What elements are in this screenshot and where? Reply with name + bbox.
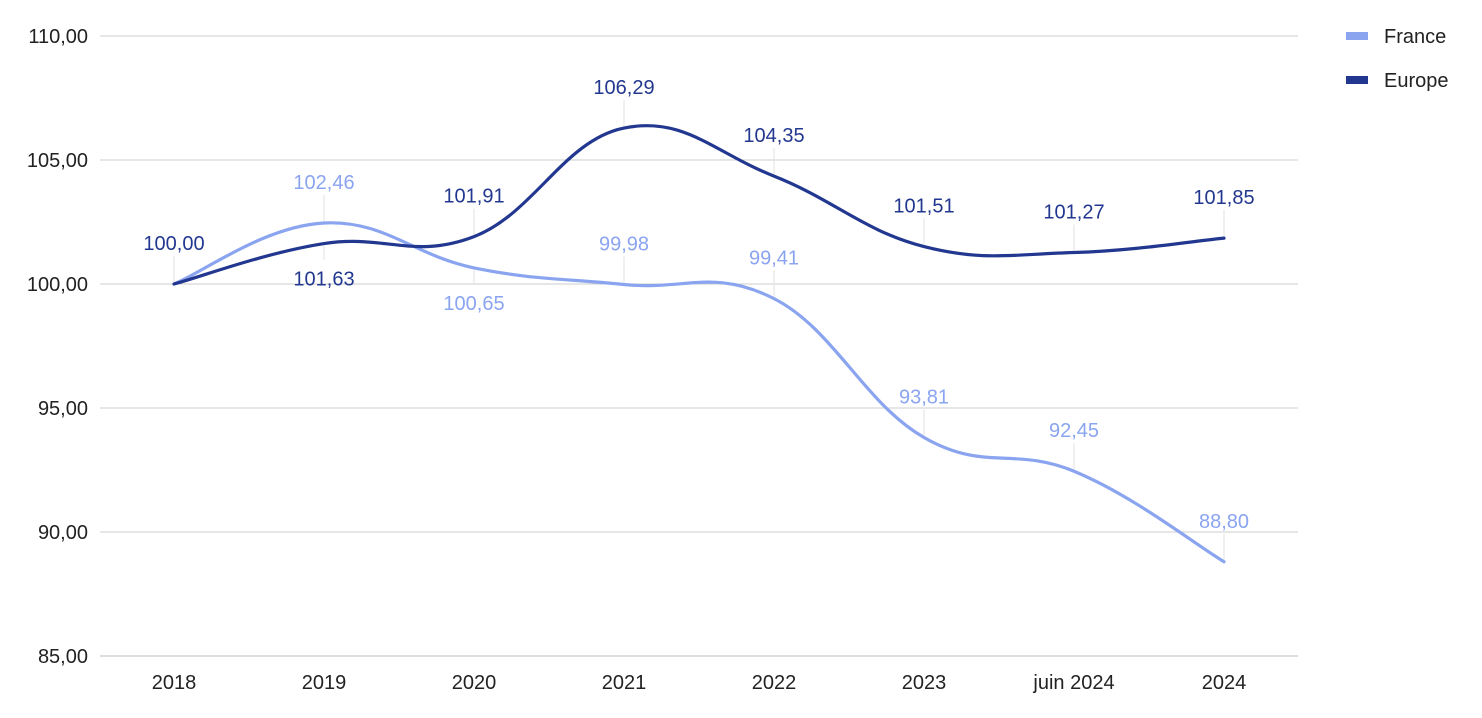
- y-tick-label: 110,00: [28, 26, 88, 48]
- legend-label-europe: Europe: [1384, 70, 1449, 92]
- data-label-europe: 100,00: [143, 233, 204, 255]
- legend-swatch-europe: [1346, 76, 1368, 84]
- y-tick-label: 105,00: [27, 150, 88, 172]
- x-tick-label: 2019: [302, 672, 347, 694]
- grid-layer: [100, 35, 1298, 657]
- x-tick-label: juin 2024: [1032, 672, 1114, 694]
- y-tick-label: 95,00: [38, 398, 88, 420]
- y-tick-label: 85,00: [38, 646, 88, 668]
- legend-swatch-france: [1346, 32, 1368, 40]
- x-tick-label: 2018: [152, 672, 197, 694]
- legend: France Europe: [1346, 26, 1449, 92]
- x-tick-label: 2023: [902, 672, 947, 694]
- data-label-europe: 101,27: [1043, 202, 1104, 224]
- y-tick-label: 100,00: [27, 274, 88, 296]
- x-tick-label: 2022: [752, 672, 797, 694]
- x-tick-label: 2020: [452, 672, 497, 694]
- data-label-europe: 101,51: [893, 196, 954, 218]
- data-label-france: 93,81: [899, 387, 949, 409]
- x-tick-label: 2021: [602, 672, 647, 694]
- series-lines: [172, 124, 1226, 564]
- data-label-europe: 106,29: [593, 77, 654, 99]
- data-label-france: 88,80: [1199, 511, 1249, 533]
- y-axis-ticks: 85,00 90,00 95,00 100,00 105,00 110,00: [27, 26, 88, 668]
- data-label-europe: 104,35: [743, 125, 804, 147]
- data-label-france: 99,98: [599, 233, 649, 255]
- x-tick-label: 2024: [1202, 672, 1247, 694]
- data-label-france: 100,65: [443, 293, 504, 315]
- data-label-france: 92,45: [1049, 420, 1099, 442]
- data-label-europe: 101,63: [293, 269, 354, 291]
- series-line-europe: [172, 124, 1226, 286]
- x-axis-ticks: 2018 2019 2020 2021 2022 2023 juin 2024 2024: [152, 672, 1247, 694]
- data-labels: 102,46 100,65 99,98 99,41 93,81 92,45 88,80 100…: [143, 77, 1254, 533]
- legend-label-france: France: [1384, 26, 1446, 48]
- data-label-france: 99,41: [749, 248, 799, 270]
- data-label-europe: 101,91: [443, 186, 504, 208]
- y-tick-label: 90,00: [38, 522, 88, 544]
- data-label-france: 102,46: [293, 172, 354, 194]
- series-line-france: [172, 221, 1226, 564]
- data-label-europe: 101,85: [1193, 187, 1254, 209]
- label-leader-lines: [173, 100, 1225, 560]
